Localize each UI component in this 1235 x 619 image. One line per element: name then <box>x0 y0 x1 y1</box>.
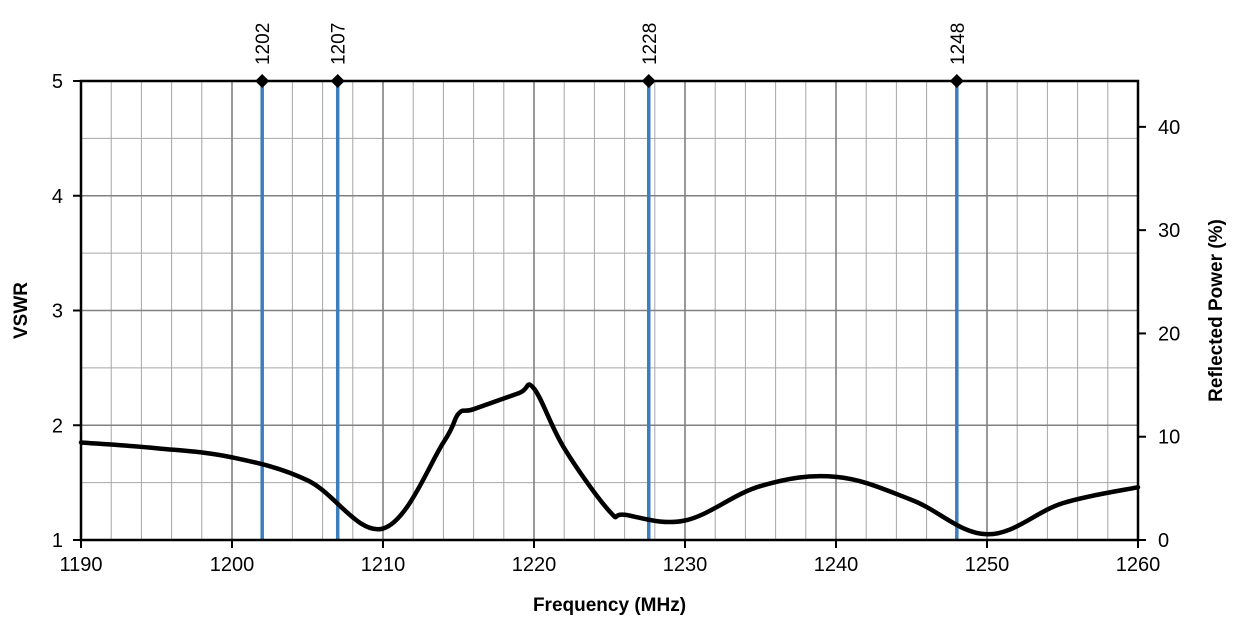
plot-grid <box>81 81 1138 540</box>
y-tick-label: 4 <box>52 186 63 208</box>
y2-tick-label: 0 <box>1158 530 1169 552</box>
marker-label: 1248 <box>948 23 969 65</box>
series-group <box>78 382 1141 537</box>
marker-label: 1202 <box>253 23 274 65</box>
y2-tick-label: 40 <box>1158 117 1180 139</box>
y-tick-label: 2 <box>52 415 63 437</box>
x-tick-label: 1190 <box>59 554 102 576</box>
x-tick-label: 1200 <box>210 554 255 576</box>
marker-label: 1228 <box>640 23 661 65</box>
frequency-markers: 1202 1207 1228 1248 <box>253 23 969 540</box>
marker-label: 1207 <box>329 23 350 65</box>
x-tick-label: 1260 <box>1116 554 1161 576</box>
x-tick-label: 1210 <box>361 554 406 576</box>
x-tick-label: 1250 <box>965 554 1010 576</box>
y2-tick-label: 10 <box>1158 427 1180 449</box>
x-tick-label: 1240 <box>814 554 859 576</box>
y-tick-label: 5 <box>52 71 63 93</box>
y-tick-label: 1 <box>52 530 63 552</box>
x-tick-label: 1220 <box>512 554 557 576</box>
y-axis-title: VSWR <box>11 282 32 339</box>
x-tick-label: 1230 <box>663 554 708 576</box>
vswr-series-line <box>78 382 1141 537</box>
y2-tick-label: 20 <box>1158 323 1180 345</box>
axis-ticks: 1190 1200 1210 1220 1230 1240 1250 1260 1 2 3 4 5 0 10… <box>52 71 1180 576</box>
y2-tick-label: 30 <box>1158 220 1180 242</box>
x-axis-title: Frequency (MHz) <box>533 595 686 616</box>
y2-axis-title: Reflected Power (%) <box>1206 219 1227 402</box>
y-tick-label: 3 <box>52 301 63 323</box>
